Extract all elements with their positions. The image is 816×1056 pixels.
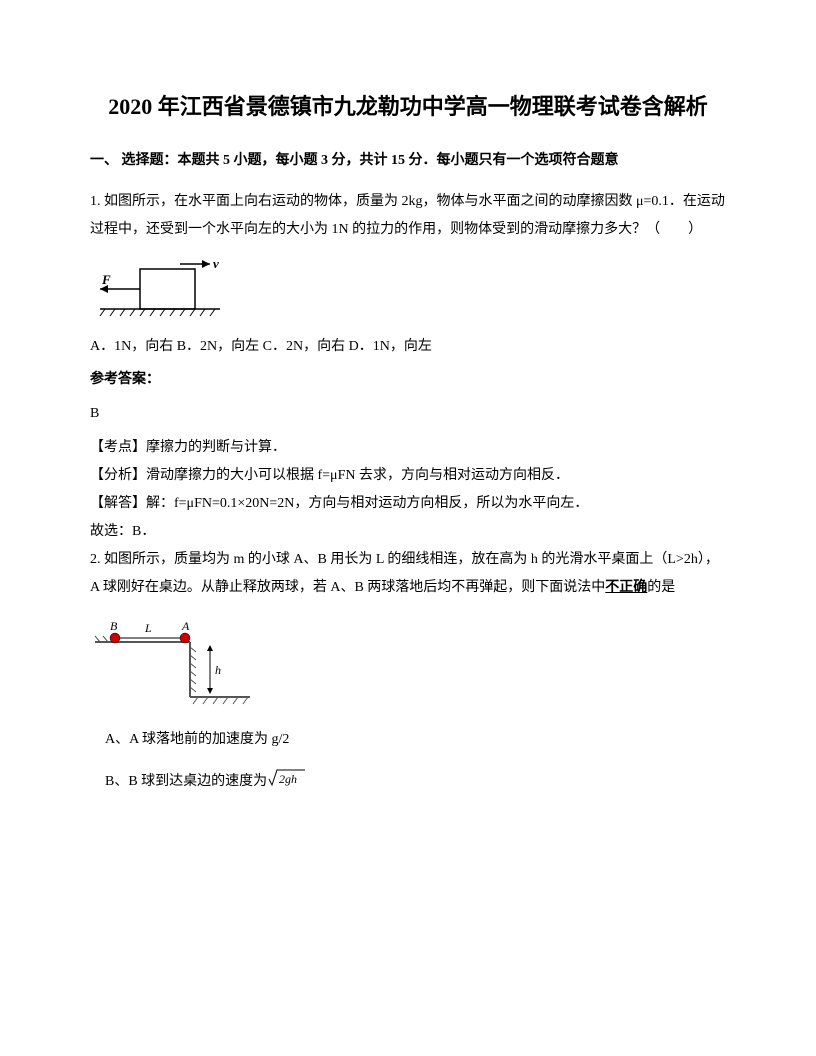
svg-text:L: L xyxy=(144,621,152,635)
question-1-options: A．1N，向右 B．2N，向左 C．2N，向右 D．1N，向左 xyxy=(90,334,726,359)
option-2a: A、A 球落地前的加速度为 g/2 xyxy=(105,727,726,752)
question-1-text: 1. 如图所示，在水平面上向右运动的物体，质量为 2kg，物体与水平面之间的动摩… xyxy=(90,188,726,244)
q2-text-underline: 不正确 xyxy=(605,580,647,595)
q2-text-part2: 的是 xyxy=(647,580,675,595)
svg-text:F: F xyxy=(101,272,111,287)
sqrt-icon: 2gh xyxy=(267,767,307,796)
analysis-1-3: 【解答】解：f=μFN=0.1×20N=2N，方向与相对运动方向相反，所以为水平… xyxy=(90,490,726,518)
question-2-text: 2. 如图所示，质量均为 m 的小球 A、B 用长为 L 的细线相连，放在高为 … xyxy=(90,546,726,602)
page-title: 2020 年江西省景德镇市九龙勒功中学高一物理联考试卷含解析 xyxy=(90,90,726,123)
question-2-diagram: B L A h xyxy=(90,612,726,712)
svg-text:h: h xyxy=(215,663,221,677)
svg-text:B: B xyxy=(110,619,118,633)
svg-text:2gh: 2gh xyxy=(279,772,297,786)
answer-label-1: 参考答案： xyxy=(90,367,726,392)
option-2b: B、B 球到达桌边的速度为 2gh xyxy=(105,767,726,796)
svg-text:A: A xyxy=(181,619,190,633)
question-1-diagram: F v xyxy=(90,254,726,324)
svg-text:v: v xyxy=(213,256,219,271)
analysis-1-1: 【考点】摩擦力的判断与计算． xyxy=(90,434,726,462)
analysis-1-2: 【分析】滑动摩擦力的大小可以根据 f=μFN 去求，方向与相对运动方向相反． xyxy=(90,462,726,490)
analysis-1-4: 故选：B． xyxy=(90,518,726,546)
answer-1: B xyxy=(90,401,726,426)
section-header: 一、 选择题：本题共 5 小题，每小题 3 分，共计 15 分．每小题只有一个选… xyxy=(90,148,726,173)
option-2b-prefix: B、B 球到达桌边的速度为 xyxy=(105,774,267,789)
